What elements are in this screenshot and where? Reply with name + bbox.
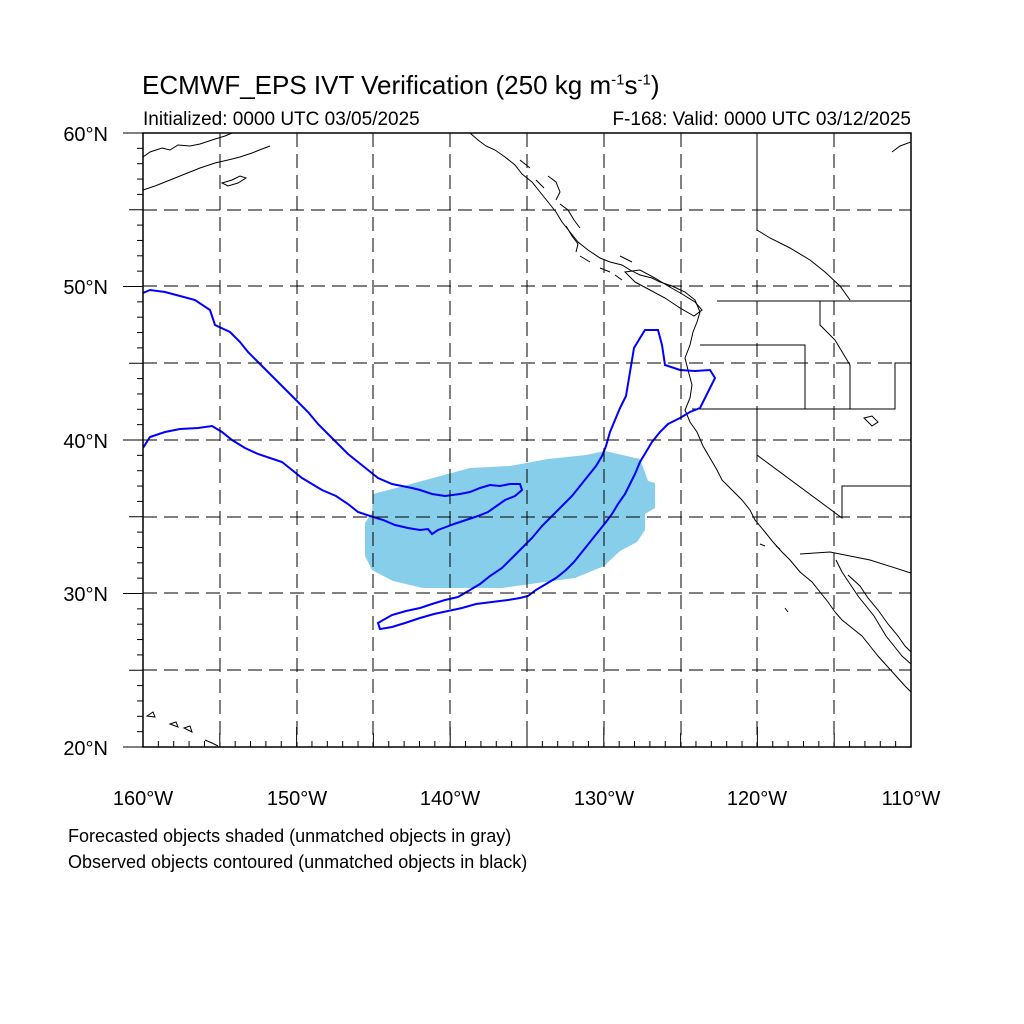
gridlines <box>143 133 911 747</box>
lat-label-30: 30°N <box>63 584 108 606</box>
mainland-mexico-coast <box>847 574 911 653</box>
salton-lake <box>863 415 879 427</box>
coastlines <box>143 133 911 747</box>
legend-forecast-note: Forecasted objects shaded (unmatched obj… <box>68 826 512 846</box>
legend-observed-note: Observed objects contoured (unmatched ob… <box>68 852 528 872</box>
lon-label-110w: 110°W <box>882 788 941 810</box>
gulf-alaska-coast <box>469 133 911 693</box>
baja-california <box>835 559 911 665</box>
channel-islands <box>759 543 789 613</box>
kodiak-island <box>220 175 248 187</box>
ne-corner-coast <box>891 141 911 153</box>
lon-label-150w: 150°W <box>267 788 327 810</box>
lon-label-120w: 120°W <box>727 788 787 810</box>
lat-label-20: 20°N <box>63 738 108 760</box>
oregon-north-border <box>700 344 806 409</box>
ne-canada-coast <box>756 229 851 301</box>
vancouver-island <box>623 269 703 317</box>
lon-label-140w: 140°W <box>420 788 480 810</box>
lat-label-40: 40°N <box>63 431 108 453</box>
bc-fjords <box>579 255 633 281</box>
lon-axis-labels: 160°W 150°W 140°W 130°W 120°W 110°W <box>113 788 941 810</box>
chart-title: ECMWF_EPS IVT Verification (250 kg m-1s-… <box>142 70 660 100</box>
lat-axis-labels: 60°N 50°N 40°N 30°N 20°N <box>63 124 108 760</box>
lon-label-160w: 160°W <box>113 788 173 810</box>
mexico-border <box>799 551 911 574</box>
forecast-object <box>365 451 655 588</box>
hawaii-islands <box>145 711 219 747</box>
observed-object-west <box>143 288 524 536</box>
forecast-objects <box>365 451 655 588</box>
valid-time-label: F-168: Valid: 0000 UTC 03/12/2025 <box>612 109 911 130</box>
alaska-coast <box>143 133 233 158</box>
california-north-border <box>692 362 911 410</box>
initialized-label: Initialized: 0000 UTC 03/05/2025 <box>143 109 420 130</box>
lat-label-50: 50°N <box>63 277 108 299</box>
idaho-border <box>819 301 851 409</box>
alaska-peninsula <box>143 145 271 191</box>
alexander-archipelago <box>519 159 581 253</box>
lat-label-60: 60°N <box>63 124 108 146</box>
lon-label-130w: 130°W <box>574 788 634 810</box>
axis-ticks <box>123 132 912 748</box>
